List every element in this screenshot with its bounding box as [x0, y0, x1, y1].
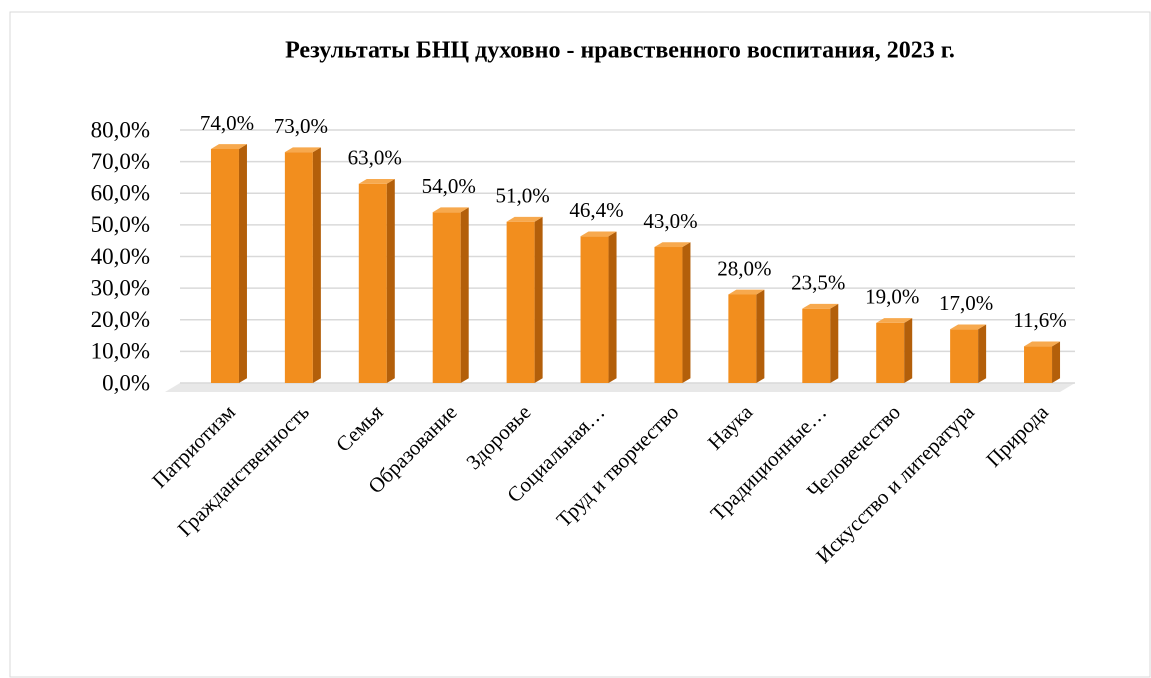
bar: [802, 303, 839, 383]
value-label: 46,4%: [569, 198, 623, 222]
bar: [654, 242, 691, 383]
bar-top: [210, 144, 247, 149]
y-tick-label: 20,0%: [91, 307, 150, 332]
bar-side: [1052, 341, 1061, 383]
bar-top: [950, 324, 987, 330]
value-label: 28,0%: [717, 256, 771, 280]
value-label: 54,0%: [422, 174, 476, 198]
bar-front: [358, 183, 387, 383]
chart-title: Результаты БНЦ духовно - нравственного в…: [285, 38, 955, 64]
bar-front: [802, 308, 831, 383]
value-label: 63,0%: [348, 146, 402, 170]
bar-front: [1024, 346, 1053, 383]
bar-side: [904, 318, 913, 383]
bar-top: [358, 178, 395, 184]
bar-front: [506, 221, 535, 383]
bar-front: [950, 329, 979, 383]
bar-top: [580, 231, 617, 237]
floor: [165, 383, 1075, 392]
bar-top: [1024, 341, 1061, 347]
value-label: 51,0%: [496, 184, 550, 208]
bar-side: [756, 289, 765, 383]
bar: [580, 231, 617, 383]
bar-side: [978, 324, 987, 383]
bar-top: [728, 289, 765, 295]
bar-top: [506, 216, 543, 222]
y-tick-label: 10,0%: [91, 339, 150, 364]
y-tick-label: 50,0%: [91, 212, 150, 237]
value-label: 17,0%: [939, 291, 993, 315]
y-tick-label: 70,0%: [91, 149, 150, 174]
bar: [876, 318, 913, 383]
bar-side: [830, 303, 839, 383]
bar-side: [534, 216, 543, 383]
value-label: 43,0%: [643, 209, 697, 233]
bar: [358, 178, 395, 383]
bar-top: [876, 318, 913, 323]
bar-top: [654, 242, 691, 248]
value-label: 23,5%: [791, 270, 845, 294]
bar-front: [654, 247, 683, 383]
bar: [432, 207, 469, 383]
bar-side: [312, 147, 321, 383]
bar-side: [386, 178, 395, 383]
value-label: 73,0%: [274, 114, 328, 138]
value-label: 19,0%: [865, 285, 919, 309]
bar: [950, 324, 987, 383]
bar-front: [580, 236, 609, 383]
bar-front: [876, 322, 905, 383]
value-label: 74,0%: [200, 111, 254, 135]
bar-top: [284, 147, 321, 153]
bar: [728, 289, 765, 383]
value-label: 11,6%: [1013, 308, 1066, 332]
bar: [506, 216, 543, 383]
y-tick-label: 40,0%: [91, 244, 150, 269]
bar-top: [432, 207, 469, 213]
bar-side: [682, 242, 691, 383]
bar-side: [608, 231, 617, 383]
y-tick-label: 30,0%: [91, 275, 150, 300]
bar-front: [284, 152, 313, 383]
bar: [284, 147, 321, 383]
bar-front: [432, 212, 461, 383]
bar-front: [728, 294, 757, 383]
y-tick-label: 60,0%: [91, 181, 150, 206]
bar-side: [460, 207, 469, 383]
y-tick-label: 80,0%: [91, 117, 150, 142]
y-tick-label: 0,0%: [102, 370, 150, 395]
bar: [210, 144, 247, 383]
bar-top: [802, 303, 839, 309]
bar-side: [238, 144, 247, 383]
bar-front: [210, 148, 239, 383]
bar: [1024, 341, 1061, 383]
